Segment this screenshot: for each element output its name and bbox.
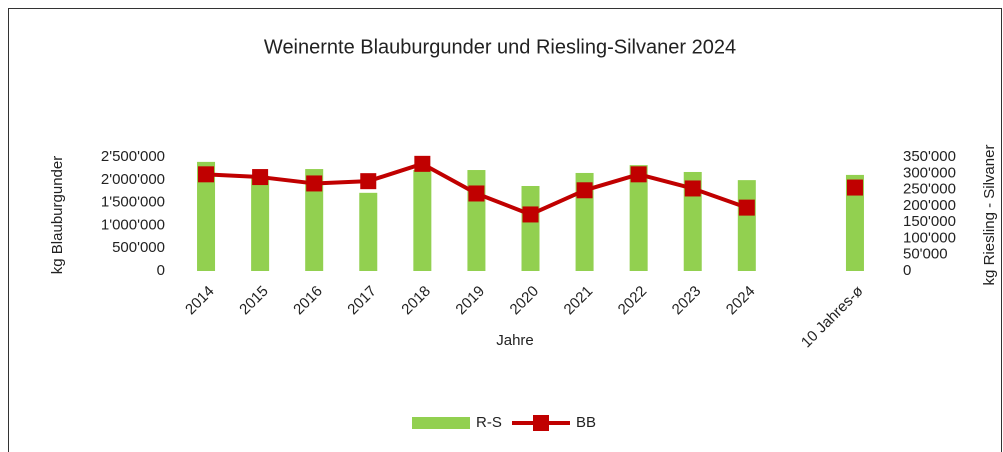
y2-tick-label: 350'000 — [903, 148, 956, 165]
legend-label: BB — [576, 414, 596, 431]
y2-tick-label: 250'000 — [903, 181, 956, 198]
bar — [359, 192, 378, 271]
bar — [197, 161, 216, 271]
marker — [468, 185, 485, 202]
marker — [576, 182, 593, 199]
y2-tick-label: 100'000 — [903, 229, 956, 246]
y2-tick-label: 0 — [903, 262, 911, 279]
y-axis-title: kg Blauburgunder — [49, 156, 66, 274]
y-tick-label: 500'000 — [112, 239, 165, 256]
bar — [629, 165, 648, 271]
y2-tick-label: 50'000 — [903, 246, 948, 263]
y-tick-label: 2'000'000 — [101, 171, 165, 188]
y2-tick-label: 200'000 — [903, 197, 956, 214]
marker — [198, 166, 215, 183]
y2-axis-title: kg Riesling - Silvaner — [981, 145, 998, 286]
marker — [522, 206, 539, 223]
legend-label: R-S — [476, 414, 502, 431]
y2-tick-label: 300'000 — [903, 164, 956, 181]
y-tick-label: 1'500'000 — [101, 194, 165, 211]
y2-tick-label: 150'000 — [903, 213, 956, 230]
x-axis-title: Jahre — [496, 332, 534, 349]
y-tick-label: 0 — [157, 262, 165, 279]
y-tick-label: 2'500'000 — [101, 148, 165, 165]
legend-marker — [533, 415, 549, 431]
marker — [630, 166, 647, 183]
marker — [360, 173, 377, 190]
bar — [521, 185, 540, 271]
chart-border — [8, 8, 1002, 452]
bar — [845, 174, 864, 271]
marker — [738, 199, 755, 216]
marker — [252, 169, 269, 186]
marker — [684, 180, 701, 197]
bar — [683, 171, 702, 271]
bar — [413, 170, 432, 271]
marker — [414, 155, 431, 172]
marker — [306, 175, 323, 192]
bar — [305, 169, 324, 271]
bar — [467, 170, 486, 271]
chart-title: Weinernte Blauburgunder und Riesling-Sil… — [264, 36, 736, 58]
legend-swatch — [412, 417, 470, 429]
y-tick-label: 1'000'000 — [101, 216, 165, 233]
bar — [251, 175, 270, 271]
bar — [737, 180, 756, 271]
marker — [846, 179, 863, 196]
